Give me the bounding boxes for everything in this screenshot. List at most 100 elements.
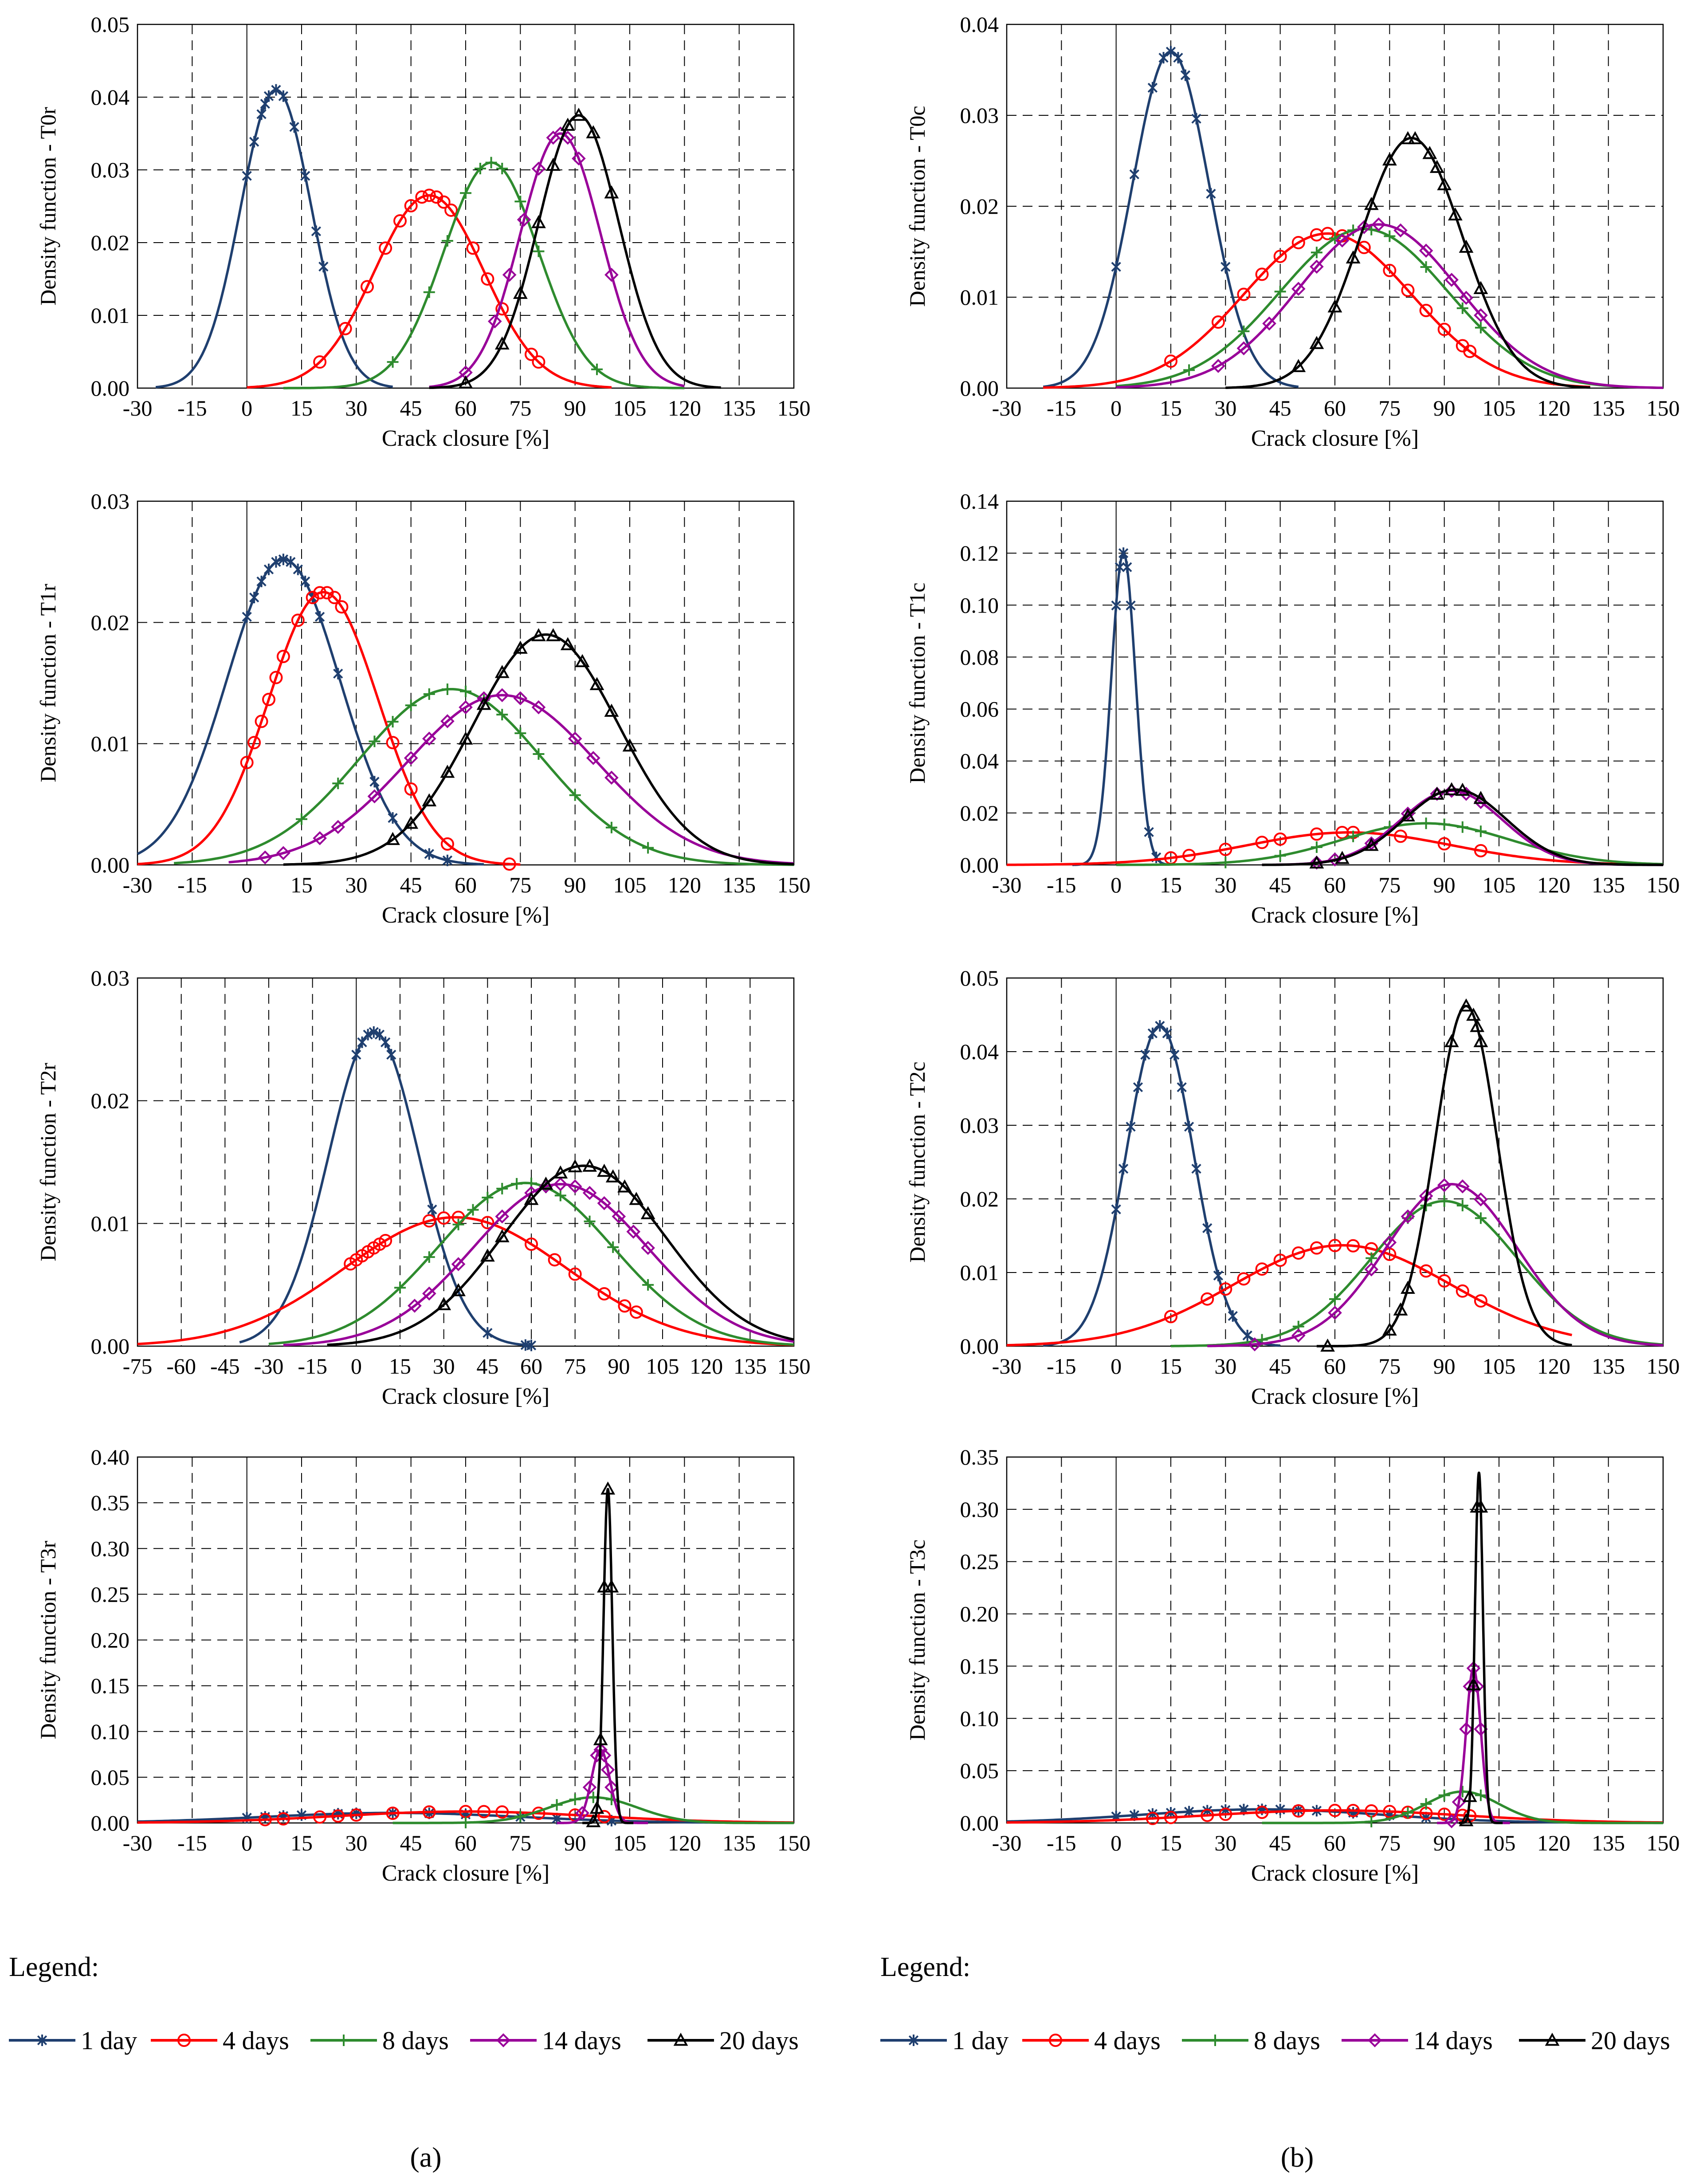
- data-point: [357, 1036, 367, 1048]
- data-point: [568, 1267, 582, 1281]
- data-point: [545, 157, 561, 171]
- x-tick-label: 60: [1324, 872, 1346, 897]
- legend-item-14-days: 14 days: [1342, 2026, 1493, 2055]
- legend-marker: [177, 2034, 191, 2047]
- data-point: [1466, 1677, 1481, 1690]
- data-point: [571, 107, 586, 121]
- data-point: [1422, 145, 1437, 159]
- data-point: [386, 1049, 396, 1061]
- legend-label: 8 days: [382, 2026, 449, 2055]
- data-point: [269, 671, 283, 684]
- series-line: [327, 1164, 794, 1346]
- data-point: [526, 1339, 537, 1351]
- data-point: [480, 1248, 495, 1262]
- x-tick-label: 45: [400, 396, 422, 420]
- x-tick-label: -45: [210, 1354, 240, 1379]
- x-tick-label: 75: [509, 872, 531, 897]
- data-point: [1401, 808, 1415, 822]
- series-line: [581, 1488, 635, 1824]
- y-tick-label: 0.01: [960, 285, 999, 310]
- y-tick-label: 0.04: [91, 85, 130, 110]
- x-tick-label: 45: [400, 872, 422, 897]
- x-tick-label: 15: [389, 1354, 411, 1379]
- data-point: [532, 355, 545, 369]
- data-point: [386, 1807, 400, 1820]
- data-point: [1151, 851, 1162, 863]
- data-point: [513, 286, 528, 299]
- data-point: [404, 199, 418, 212]
- data-point: [423, 688, 435, 700]
- y-tick-label: 0.01: [91, 303, 130, 328]
- series-line: [1006, 1809, 1664, 1824]
- x-tick-label: 30: [1214, 872, 1236, 897]
- data-point: [477, 1805, 491, 1819]
- data-point: [538, 1176, 553, 1190]
- x-tick-label: -30: [992, 1830, 1022, 1855]
- data-point: [1328, 1305, 1342, 1320]
- data-point: [1474, 844, 1487, 857]
- data-point: [1437, 837, 1451, 851]
- data-point: [1162, 1027, 1172, 1039]
- data-point: [459, 700, 473, 715]
- data-point: [642, 842, 654, 854]
- chart-t3r: 0.00 0.05 0.10 0.15 0.20 0.25 0.30 0.35 0.40 -30-…: [35, 1445, 811, 1886]
- x-axis-label: Crack closure [%]: [382, 426, 549, 451]
- data-point: [1475, 1789, 1487, 1801]
- data-point: [404, 782, 418, 796]
- y-tick-label: 0.04: [960, 12, 999, 37]
- data-point: [1211, 359, 1225, 373]
- series-4-days: [247, 189, 612, 389]
- x-tick-label: -30: [123, 396, 153, 420]
- data-point: [333, 668, 343, 680]
- data-point: [1437, 177, 1452, 190]
- data-point: [351, 1049, 361, 1061]
- data-point: [440, 714, 455, 728]
- series-1-day: [137, 554, 484, 866]
- data-point: [278, 554, 289, 566]
- data-point: [1262, 316, 1276, 331]
- data-point: [1437, 1807, 1451, 1821]
- legend-label: 4 days: [223, 2026, 289, 2055]
- data-point: [1114, 561, 1125, 573]
- data-point: [258, 1813, 272, 1827]
- data-point: [525, 1237, 538, 1251]
- data-point: [1291, 236, 1305, 249]
- series-line: [283, 1183, 794, 1347]
- data-point: [335, 600, 349, 614]
- data-point: [1420, 817, 1432, 829]
- data-point: [1401, 283, 1415, 297]
- data-point: [415, 190, 429, 204]
- data-point: [314, 611, 325, 623]
- data-point: [1111, 600, 1121, 612]
- y-tick-label: 0.35: [91, 1490, 130, 1515]
- y-tick-label: 0.03: [91, 157, 130, 182]
- data-point: [531, 215, 546, 228]
- series-line: [1043, 232, 1590, 389]
- x-tick-label: 45: [476, 1354, 498, 1379]
- y-tick-label: 0.05: [91, 1765, 130, 1790]
- legend-item-4-days: 4 days: [1022, 2026, 1161, 2055]
- x-axis-label: Crack closure [%]: [1251, 903, 1419, 928]
- x-tick-label: 105: [1483, 1830, 1516, 1855]
- x-tick-label: 135: [1592, 396, 1625, 420]
- data-point: [369, 735, 381, 747]
- series-1-day: [155, 84, 393, 389]
- y-tick-label: 0.30: [960, 1497, 999, 1522]
- x-tick-label: -75: [123, 1354, 153, 1379]
- data-point: [1346, 1239, 1360, 1253]
- data-point: [502, 267, 517, 282]
- data-point: [1242, 1329, 1252, 1341]
- data-point: [1144, 826, 1154, 838]
- series-8-days: [268, 1177, 794, 1346]
- charts-layer: 0.00 0.01 0.02 0.03 0.04 0.05 -30 -15 0 15 30 45 60 7…: [35, 12, 1680, 1886]
- data-point: [387, 716, 399, 728]
- data-point: [1273, 832, 1287, 846]
- data-point: [458, 375, 473, 389]
- data-point: [388, 812, 398, 824]
- series-8-days: [1116, 817, 1664, 868]
- series-14-days: [228, 688, 794, 865]
- data-point: [525, 347, 538, 361]
- data-point: [1122, 561, 1132, 573]
- x-tick-label: 75: [564, 1354, 586, 1379]
- x-tick-label: 135: [722, 1830, 756, 1855]
